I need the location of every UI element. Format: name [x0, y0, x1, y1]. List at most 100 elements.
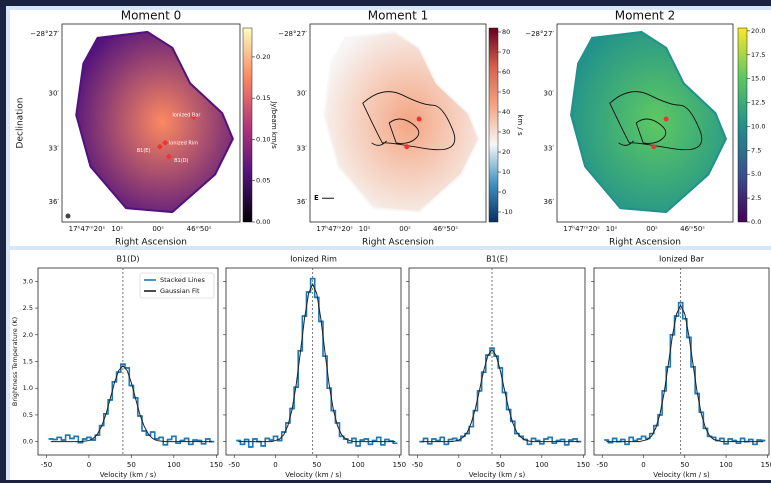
map-annotation: B1(D): [174, 158, 188, 164]
x-tick-label: 50: [312, 461, 321, 469]
y-tick-label: 33′: [49, 145, 60, 153]
y-axis-label: Brightness Temperature (K): [11, 317, 19, 406]
x-tick-label: 10ˢ: [111, 225, 123, 233]
map-annotation: Ionized Rim: [169, 140, 198, 146]
colorbar: [738, 28, 747, 222]
colorbar-tick-label: 0.00: [256, 218, 270, 226]
x-tick-label: -50: [412, 461, 423, 469]
y-tick-label: 3.0: [23, 277, 33, 285]
colorbar-tick-label: 0.15: [256, 94, 270, 102]
y-tick-label: 2.5: [23, 304, 33, 312]
y-axis-label: Declination: [16, 98, 26, 149]
x-tick-label: 00ˢ: [152, 225, 164, 233]
y-tick-label: 33′: [297, 145, 308, 153]
x-tick-label: 0: [641, 461, 645, 469]
x-tick-label: 17ʰ47ᵐ20ˢ: [563, 225, 600, 233]
colorbar: [489, 28, 498, 222]
x-tick-label: 46ᵐ50ˢ: [187, 225, 212, 233]
x-axis-label: Velocity (km / s): [100, 471, 157, 479]
colorbar-tick-label: 12.5: [751, 99, 765, 107]
colorbar-tick-label: -10: [502, 208, 513, 216]
x-tick-label: 46ᵐ50ˢ: [433, 225, 458, 233]
colorbar-tick-label: 0: [502, 188, 506, 196]
x-tick-label: 150: [393, 461, 406, 469]
y-tick-label: 36′: [297, 198, 308, 206]
x-tick-label: 150: [761, 461, 771, 469]
map-annotation: E: [314, 194, 319, 202]
x-tick-label: -50: [41, 461, 52, 469]
y-tick-label: −28°27′: [30, 30, 59, 38]
colorbar-tick-label: 0.10: [256, 135, 270, 143]
panel-title: Ionized Bar: [659, 255, 705, 264]
plot-frame: [226, 268, 401, 455]
colorbar-tick-label: 20: [502, 148, 510, 156]
colorbar-tick-label: 0.0: [751, 218, 761, 226]
x-tick-label: 150: [577, 461, 590, 469]
map-title: Moment 1: [368, 9, 429, 23]
x-axis-label: Velocity (km / s): [285, 471, 342, 479]
y-tick-label: 1.5: [23, 358, 33, 366]
panel-title: B1(E): [486, 255, 508, 264]
y-tick-label: 1.0: [23, 384, 33, 392]
panel-title: B1(D): [117, 255, 140, 264]
colorbar-tick-label: 7.5: [751, 146, 761, 154]
x-axis-label: Right Ascension: [609, 238, 681, 248]
x-tick-label: 50: [680, 461, 689, 469]
x-tick-label: 50: [496, 461, 505, 469]
x-tick-label: 100: [351, 461, 364, 469]
colorbar-label: Jy/beam km/s: [270, 100, 278, 149]
y-tick-label: 0.0: [23, 438, 33, 446]
y-tick-label: −28°27′: [525, 30, 554, 38]
y-tick-label: 30′: [49, 89, 60, 97]
y-tick-label: 36′: [49, 198, 60, 206]
colorbar: [243, 28, 252, 222]
x-tick-label: -50: [597, 461, 608, 469]
x-tick-label: 46ᵐ50ˢ: [680, 225, 705, 233]
legend-label: Stacked Lines: [160, 276, 206, 284]
x-tick-label: 100: [535, 461, 548, 469]
x-axis-label: Right Ascension: [115, 238, 187, 248]
y-tick-label: 33′: [544, 145, 555, 153]
map-title: Moment 0: [121, 9, 182, 23]
colorbar-tick-label: 80: [502, 28, 510, 36]
x-tick-label: 10ˢ: [606, 225, 618, 233]
x-axis-label: Velocity (km / s): [653, 471, 710, 479]
colorbar-tick-label: 70: [502, 48, 510, 56]
x-tick-label: 10ˢ: [359, 225, 371, 233]
marker: [664, 117, 669, 122]
colorbar-tick-label: 5.0: [751, 170, 761, 178]
colorbar-tick-label: 15.0: [751, 75, 765, 83]
y-tick-label: 30′: [297, 89, 308, 97]
colorbar-tick-label: 0.20: [256, 53, 270, 61]
y-tick-label: 2.0: [23, 331, 33, 339]
y-tick-label: 0.5: [23, 411, 33, 419]
legend-label: Gaussian Fit: [160, 287, 200, 295]
map-title: Moment 2: [615, 9, 676, 23]
x-tick-label: 0: [457, 461, 461, 469]
x-tick-label: -50: [229, 461, 240, 469]
x-tick-label: 100: [167, 461, 180, 469]
x-tick-label: 00ˢ: [646, 225, 658, 233]
x-tick-label: 150: [210, 461, 223, 469]
colorbar-tick-label: 30: [502, 128, 510, 136]
x-axis-label: Right Ascension: [362, 238, 434, 248]
y-tick-label: −28°27′: [278, 30, 307, 38]
marker: [404, 144, 409, 149]
x-tick-label: 17ʰ47ᵐ20ˢ: [69, 225, 106, 233]
colorbar-tick-label: 2.5: [751, 194, 761, 202]
map-annotation: B1(E): [137, 148, 151, 154]
marker: [417, 117, 422, 122]
x-tick-label: 00ˢ: [399, 225, 411, 233]
y-tick-label: 36′: [544, 198, 555, 206]
colorbar-tick-label: 40: [502, 108, 510, 116]
x-tick-label: 17ʰ47ᵐ20ˢ: [316, 225, 353, 233]
colorbar-tick-label: 20.0: [751, 27, 765, 35]
colorbar-tick-label: 50: [502, 88, 510, 96]
x-tick-label: 50: [127, 461, 136, 469]
plot-frame: [594, 268, 769, 455]
colorbar-tick-label: 10.0: [751, 122, 765, 130]
colorbar-tick-label: 10: [502, 168, 510, 176]
colorbar-tick-label: 17.5: [751, 51, 765, 59]
panel-title: Ionized Rim: [290, 255, 337, 264]
colorbar-label: km / s: [516, 114, 524, 136]
